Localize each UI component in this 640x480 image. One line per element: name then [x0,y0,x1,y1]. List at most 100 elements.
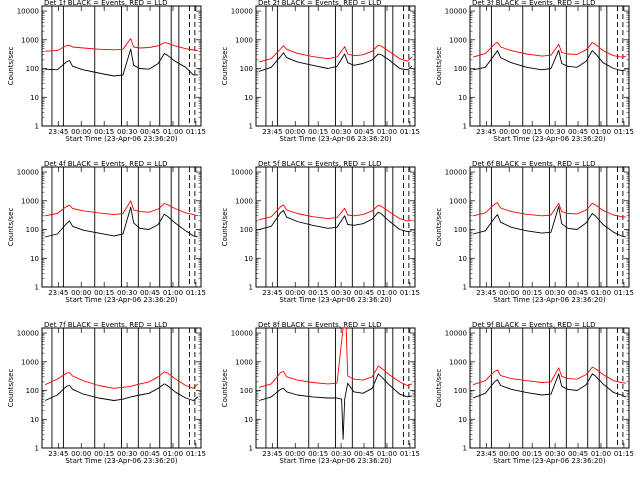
chart-panel: Det 2f BLACK = Events, RED = LLD 1 10 100 10… [221,0,420,143]
x-tick-label: 23:45 [48,289,68,297]
y-tick-label: 1 [463,123,467,131]
y-tick-label: 1 [35,445,39,453]
events-series-line [258,373,412,440]
events-series-line [472,205,627,238]
y-tick-label: 1000 [235,36,253,44]
events-series-line [258,52,413,72]
x-axis-label: Start Time (23-Apr-06 23:36:20) [279,135,391,143]
y-tick-label: 100 [454,226,467,234]
y-axis-label: Counts/sec [435,47,443,86]
y-tick-label: 10000 [231,330,253,338]
y-tick-label: 10000 [17,169,39,177]
chart-panel: Det 7f BLACK = Events, RED = LLD 1 10 100 10… [7,321,206,465]
y-tick-label: 1000 [21,358,39,366]
y-tick-label: 10000 [445,330,467,338]
x-tick-label: 23:45 [48,450,68,458]
x-tick-label: 00:00 [285,289,305,297]
chart-title: Det 7f BLACK = Events, RED = LLD [44,321,167,329]
x-tick-label: 00:00 [71,128,91,136]
y-tick-label: 1000 [21,197,39,205]
x-tick-label: 00:00 [285,128,305,136]
y-tick-label: 100 [26,226,39,234]
x-tick-label: 23:45 [48,128,68,136]
x-tick-label: 00:45 [568,289,588,297]
x-tick-label: 01:15 [614,450,634,458]
y-axis-label: Counts/sec [221,47,229,86]
y-tick-label: 1000 [235,358,253,366]
x-tick-label: 01:00 [377,450,397,458]
y-tick-label: 100 [240,387,253,395]
x-tick-label: 00:15 [308,128,328,136]
x-tick-label: 00:45 [140,128,160,136]
x-tick-label: 01:15 [186,128,206,136]
y-tick-label: 1000 [235,197,253,205]
lld-series-line [258,204,412,222]
x-tick-label: 01:00 [377,289,397,297]
y-tick-label: 10000 [445,169,467,177]
y-tick-label: 1 [249,284,253,292]
y-tick-label: 10 [244,255,253,263]
y-tick-label: 100 [454,387,467,395]
x-tick-label: 00:45 [568,450,588,458]
x-tick-label: 00:30 [545,128,565,136]
x-tick-label: 00:15 [94,289,114,297]
chart-panel: Det 9f BLACK = Events, RED = LLD 1 10 100 10… [435,321,634,465]
x-tick-label: 00:00 [71,450,91,458]
x-tick-label: 01:00 [591,450,611,458]
y-axis-label: Counts/sec [7,47,15,86]
y-tick-label: 100 [240,65,253,73]
x-tick-label: 01:00 [591,128,611,136]
x-axis-label: Start Time (23-Apr-06 23:36:20) [493,135,605,143]
x-tick-label: 00:30 [545,450,565,458]
x-tick-label: 23:45 [476,128,496,136]
x-tick-label: 01:15 [400,128,420,136]
x-tick-label: 00:15 [94,450,114,458]
x-tick-label: 23:45 [476,289,496,297]
y-tick-label: 10000 [231,8,253,16]
x-tick-label: 01:00 [377,128,397,136]
x-axis-label: Start Time (23-Apr-06 23:36:20) [65,135,177,143]
x-tick-label: 01:15 [186,450,206,458]
chart-title: Det 3f BLACK = Events, RED = LLD [472,0,595,7]
x-tick-label: 01:15 [400,450,420,458]
x-tick-label: 01:00 [163,289,183,297]
chart-title: Det 1f BLACK = Events, RED = LLD [44,0,167,7]
y-tick-label: 10000 [17,8,39,16]
y-tick-label: 100 [26,65,39,73]
events-series-line [472,373,627,399]
x-tick-label: 23:45 [262,289,282,297]
events-series-line [45,48,198,77]
chart-panel: Det 4f BLACK = Events, RED = LLD 1 10 100 10… [7,160,206,304]
events-series-line [258,210,412,233]
x-tick-label: 00:00 [499,128,519,136]
x-tick-label: 23:45 [262,128,282,136]
y-axis-label: Counts/sec [7,208,15,247]
y-tick-label: 10 [458,416,467,424]
x-tick-label: 00:30 [331,450,351,458]
x-axis-label: Start Time (23-Apr-06 23:36:20) [65,457,177,465]
x-tick-label: 00:00 [499,450,519,458]
y-tick-label: 10000 [231,169,253,177]
chart-title: Det 6f BLACK = Events, RED = LLD [472,160,595,168]
y-tick-label: 10 [30,255,39,263]
lld-series-line [44,371,199,389]
chart-panel: Det 1f BLACK = Events, RED = LLD 1 10 100 10… [7,0,206,143]
x-tick-label: 01:15 [614,289,634,297]
y-tick-label: 1 [463,445,467,453]
x-tick-label: 00:30 [117,450,137,458]
y-axis-label: Counts/sec [7,369,15,408]
y-tick-label: 10 [458,255,467,263]
x-tick-label: 00:00 [499,289,519,297]
y-tick-label: 1 [463,284,467,292]
x-tick-label: 00:30 [331,289,351,297]
x-tick-label: 01:15 [400,289,420,297]
y-axis-label: Counts/sec [221,369,229,408]
x-tick-label: 00:15 [308,450,328,458]
x-tick-label: 23:45 [476,450,496,458]
y-tick-label: 1 [249,445,253,453]
events-series-line [44,206,199,238]
y-tick-label: 10 [30,416,39,424]
chart-panel: Det 8f BLACK = Events, RED = LLD 1 10 100 10… [221,321,420,465]
y-tick-label: 1 [35,123,39,131]
x-axis-label: Start Time (23-Apr-06 23:36:20) [493,296,605,304]
